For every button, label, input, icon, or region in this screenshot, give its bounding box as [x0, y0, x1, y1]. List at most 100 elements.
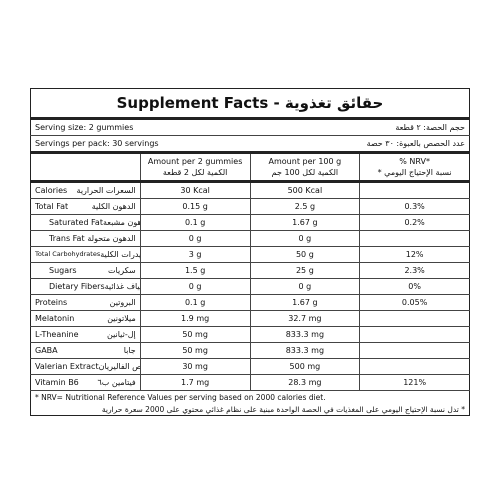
column-ar: نسبة الإحتياج اليومي * — [377, 168, 452, 177]
nutrient-label: Dietary Fibersألياف غذائية — [30, 278, 141, 295]
amount-cell: 0.05% — [359, 294, 470, 311]
nutrient-en: Saturated Fat — [49, 218, 103, 227]
amount-cell: 0 g — [139, 278, 250, 295]
nutrient-ar: جابا — [123, 346, 136, 355]
label-pair: L-Theanine إل-ثيانين — [35, 330, 136, 339]
amount-cell — [359, 326, 470, 343]
nrv: 12% — [405, 250, 424, 259]
per-serving: 0.15 g — [182, 202, 208, 211]
per-serving: 50 mg — [182, 330, 208, 339]
per-serving: 0.1 g — [184, 298, 206, 307]
nutrient-ar: سكريات — [108, 266, 136, 275]
nutrient-ar: الدهون الكلية — [91, 202, 136, 211]
nutrient-row: Calories السعرات الحرارية 30 Kcal 500 Kcal — [30, 181, 470, 199]
per-serving: 1.5 g — [184, 266, 206, 275]
header-row: Amount per 2 gummies الكمية لكل 2 قطعة Amo… — [30, 152, 470, 183]
nutrient-label: L-Theanine إل-ثيانين — [30, 326, 141, 343]
amount-cell: 50 g — [249, 246, 360, 263]
label-pair: GABA جابا — [35, 346, 136, 355]
nutrient-row: Sugars سكريات 1.5 g 25 g 2.3% — [30, 262, 470, 279]
label-pair: Dietary Fibersألياف غذائية — [35, 282, 140, 291]
nutrient-ar: السعرات الحرارية — [76, 186, 136, 195]
amount-cell: 1.67 g — [249, 294, 360, 311]
nutrient-en: Proteins — [35, 298, 68, 307]
per-serving: 50 mg — [182, 346, 208, 355]
amount-cell: 3 g — [139, 246, 250, 263]
nutrient-row: Proteins البروتين 0.1 g 1.67 g 0.05% — [30, 294, 470, 311]
amount-cell — [359, 342, 470, 359]
serving-ar: حجم الحصة: ٢ قطعة — [395, 123, 465, 132]
per-serving: 30 Kcal — [180, 186, 210, 195]
nutrient-en: Calories — [35, 186, 68, 195]
nutrient-row: Melatonin ميلاتونين 1.9 mg 32.7 mg — [30, 310, 470, 327]
label-pair: Vitamin B6 فيتامين ب٦ — [35, 378, 136, 387]
nrv: 0.3% — [404, 202, 425, 211]
footnote-row: * تدل نسبة الإحتياج اليومي على المغذيات … — [31, 403, 470, 416]
nutrient-label: Proteins البروتين — [30, 294, 141, 311]
amount-cell: 1.5 g — [139, 262, 250, 279]
per-100g: 1.67 g — [292, 218, 318, 227]
nutrient-label: Trans Fat الدهون متحولة — [30, 230, 141, 247]
serving-label: Servings per pack: 30 servings عدد الحصص … — [35, 139, 465, 148]
label-pair: Melatonin ميلاتونين — [35, 314, 136, 323]
nutrient-row: Vitamin B6 فيتامين ب٦ 1.7 mg 28.3 mg 121% — [30, 374, 470, 391]
serving-row: Servings per pack: 30 servings عدد الحصص … — [30, 135, 470, 154]
per-100g: 1.67 g — [292, 298, 318, 307]
column-header: % NRV* نسبة الإحتياج اليومي * — [359, 152, 470, 183]
serving-row: Serving size: 2 gummies حجم الحصة: ٢ قطعة — [30, 118, 470, 136]
nutrient-en: Total Carbohydrates — [35, 250, 101, 258]
nutrient-row: L-Theanine إل-ثيانين 50 mg 833.3 mg — [30, 326, 470, 343]
column-header: Amount per 2 gummies الكمية لكل 2 قطعة — [139, 152, 250, 183]
label-pair: Trans Fat الدهون متحولة — [35, 234, 136, 243]
amount-cell: 50 mg — [139, 326, 250, 343]
header-blank — [30, 152, 141, 183]
amount-cell: 30 Kcal — [139, 181, 250, 199]
nutrient-ar: ألياف غذائية — [104, 282, 141, 291]
amount-cell: 1.67 g — [249, 214, 360, 231]
nutrient-ar: مستخلص الفاليريان — [98, 362, 141, 371]
per-100g: 0 g — [298, 282, 312, 291]
per-100g: 500 Kcal — [287, 186, 323, 195]
serving-cell: Serving size: 2 gummies حجم الحصة: ٢ قطعة — [30, 118, 470, 136]
amount-cell: 121% — [359, 374, 470, 391]
nutrient-row: Dietary Fibersألياف غذائية 0 g 0 g 0% — [30, 278, 470, 295]
amount-cell: 833.3 mg — [249, 326, 360, 343]
nrv: 2.3% — [404, 266, 425, 275]
nutrient-label: GABA جابا — [30, 342, 141, 359]
per-100g: 833.3 mg — [285, 346, 325, 355]
per-serving: 1.9 mg — [181, 314, 210, 323]
nutrient-label: Melatonin ميلاتونين — [30, 310, 141, 327]
amount-cell: 1.7 mg — [139, 374, 250, 391]
nutrient-en: Vitamin B6 — [35, 378, 79, 387]
nutrient-ar: البروتين — [109, 298, 136, 307]
per-serving: 3 g — [188, 250, 202, 259]
column-en: % NRV* — [399, 157, 430, 166]
nrv: 0.2% — [404, 218, 425, 227]
serving-en: Serving size: 2 gummies — [35, 123, 134, 132]
nutrient-row: Total Carbohydratesالكربوهيدرات الكلية 3 … — [30, 246, 470, 263]
nutrient-label: Valerian Extractمستخلص الفاليريان — [30, 358, 141, 375]
per-serving: 1.7 mg — [181, 378, 210, 387]
amount-cell: 0.1 g — [139, 294, 250, 311]
nutrient-label: Vitamin B6 فيتامين ب٦ — [30, 374, 141, 391]
per-100g: 50 g — [295, 250, 314, 259]
amount-cell: 25 g — [249, 262, 360, 279]
per-100g: 500 mg — [289, 362, 321, 371]
column-header: Amount per 100 g الكمية لكل 100 جم — [249, 152, 360, 183]
per-serving: 30 mg — [182, 362, 208, 371]
column-ar: الكمية لكل 2 قطعة — [162, 168, 228, 177]
per-100g: 28.3 mg — [288, 378, 322, 387]
per-serving: 0.1 g — [184, 218, 206, 227]
column-en: Amount per 2 gummies — [147, 157, 243, 166]
amount-cell: 1.9 mg — [139, 310, 250, 327]
nutrient-ar: فيتامين ب٦ — [97, 378, 136, 387]
nutrient-row: GABA جابا 50 mg 833.3 mg — [30, 342, 470, 359]
nutrient-en: Trans Fat — [49, 234, 85, 243]
nutrient-en: Dietary Fibers — [49, 282, 105, 291]
per-serving: 0 g — [188, 282, 202, 291]
nrv: 121% — [403, 378, 427, 387]
nutrient-ar: ميلاتونين — [107, 314, 136, 323]
label-pair: Proteins البروتين — [35, 298, 136, 307]
nutrient-label: Total Carbohydratesالكربوهيدرات الكلية — [30, 246, 141, 263]
